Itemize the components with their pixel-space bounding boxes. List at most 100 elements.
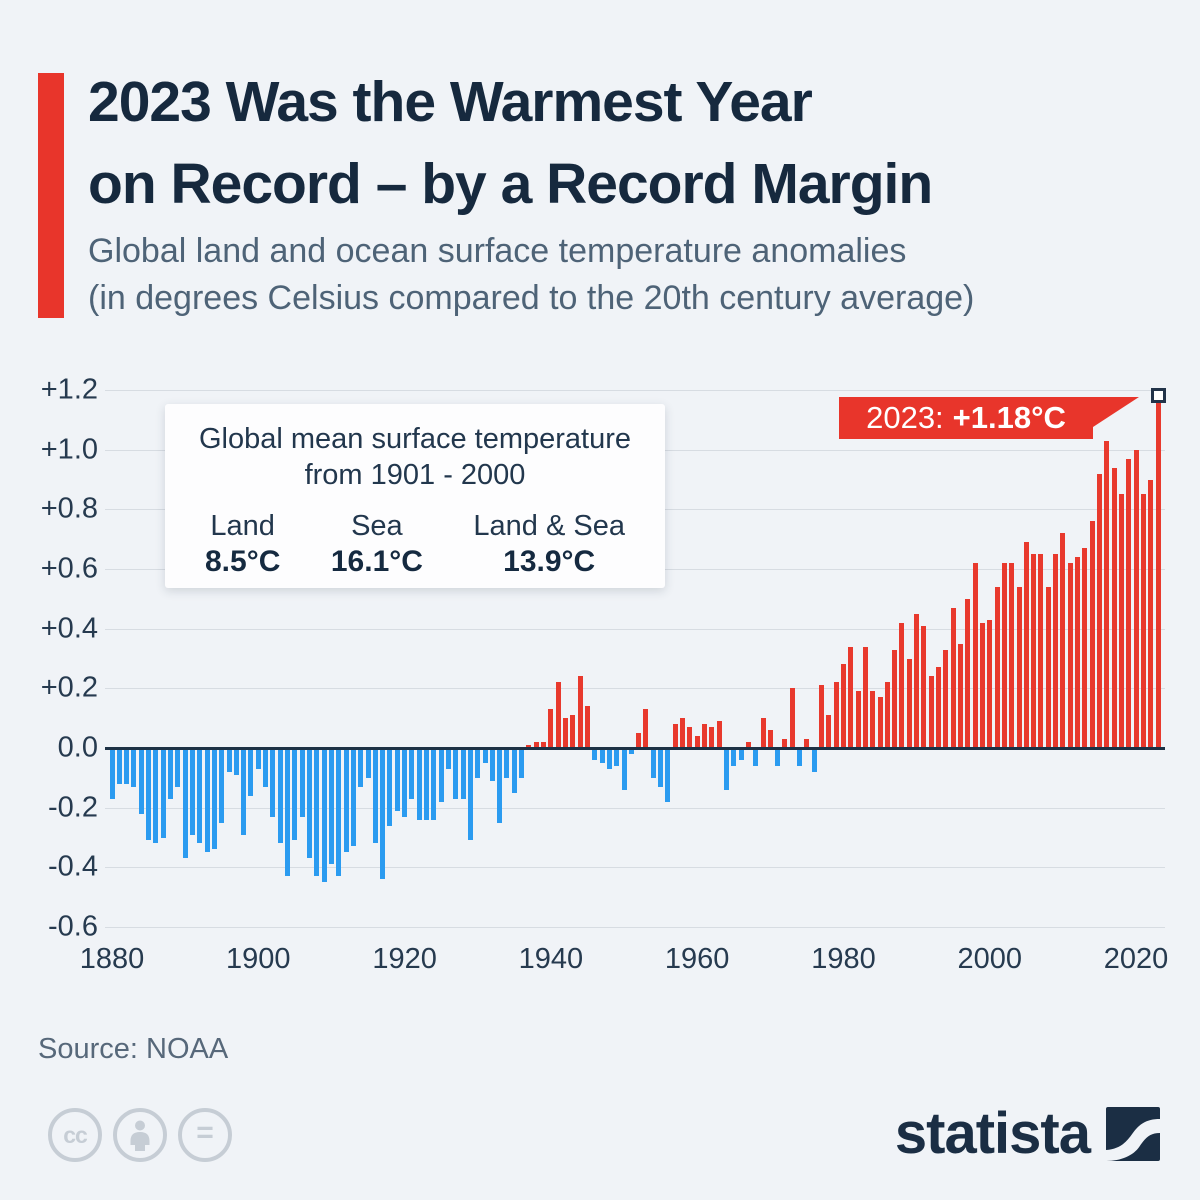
bar-1969 [760,718,766,748]
bar-1934 [504,748,510,778]
bar-1918 [387,748,393,826]
x-tick-label-2000: 2000 [957,943,1023,975]
bar-1907 [306,748,312,859]
bar-1915 [365,748,371,778]
info-box-stats: Land 8.5°C Sea 16.1°C Land & Sea 13.9°C [165,494,665,579]
bar-1914 [358,748,364,787]
bar-1948 [606,748,612,769]
page-title: 2023 Was the Warmest Year on Record – by … [88,62,1188,225]
y-tick-label-+1.2: +1.2 [40,373,98,406]
x-tick-label-2020: 2020 [1103,943,1169,975]
y-tick-label-0.0: 0.0 [57,731,98,764]
bar-1965 [731,748,737,766]
bar-1976 [811,748,817,772]
bar-1939 [541,742,547,748]
bar-1997 [965,598,971,748]
bar-1998 [972,563,978,748]
bar-1900 [255,748,261,769]
x-tick-label-1900: 1900 [226,943,291,975]
bar-1941 [555,682,561,748]
bar-2012 [1075,557,1081,748]
bar-1905 [292,748,298,841]
gridline--0.6 [105,927,1165,928]
bar-1908 [314,748,320,877]
callout-2023-label: 2023: +1.18°C [839,397,1093,439]
bar-1888 [168,748,174,799]
bar-1949 [614,748,620,766]
reference-info-box: Global mean surface temperature from 1901… [165,404,665,588]
bar-1937 [526,745,532,748]
bar-1921 [409,748,415,799]
brand-lockup: statista [895,1100,1160,1167]
bar-1978 [826,715,832,748]
bar-2007 [1038,554,1044,748]
gridline-+0.2 [105,688,1165,690]
y-tick-label--0.4: -0.4 [48,850,98,883]
bar-1901 [263,748,269,787]
bar-1981 [848,646,854,748]
bar-1911 [336,748,342,877]
bar-1984 [870,691,876,748]
bar-1944 [577,676,583,748]
bar-2008 [1045,586,1051,748]
bar-1938 [533,742,539,748]
bar-1935 [511,748,517,793]
bar-1909 [321,748,327,883]
bar-1966 [738,748,744,760]
y-tick-label-+0.8: +0.8 [40,492,98,525]
bar-1975 [804,739,810,748]
bar-1894 [211,748,217,850]
bar-1910 [328,748,334,865]
zero-axis-line [105,747,1165,750]
gridline--0.4 [105,867,1165,869]
gridline-+1.2 [105,390,1165,391]
bar-1979 [833,682,839,748]
bar-1881 [116,748,122,784]
bar-1970 [767,730,773,748]
bar-1919 [394,748,400,811]
title-line-1: 2023 Was the Warmest Year [88,70,813,134]
bar-1987 [892,649,898,748]
bar-2018 [1118,494,1124,748]
bar-1913 [350,748,356,847]
bar-2016 [1104,440,1110,748]
bar-2021 [1140,494,1146,748]
highlight-marker-2023 [1150,388,1166,404]
bar-2020 [1133,449,1139,748]
equals-icon: = [178,1108,232,1162]
x-tick-label-1940: 1940 [518,943,584,975]
bar-1923 [424,748,430,820]
bar-1882 [124,748,130,784]
bar-1880 [109,748,115,799]
y-tick-label-+0.4: +0.4 [40,612,98,645]
stat-land-and-sea: Land & Sea 13.9°C [473,509,625,578]
bar-2010 [1060,533,1066,748]
bar-1999 [979,622,985,748]
bar-1942 [563,718,568,748]
gridline--0.2 [105,807,1165,809]
bar-1893 [204,748,210,853]
bar-1884 [138,748,144,814]
bar-2022 [1148,479,1154,748]
bar-1899 [248,748,254,796]
bar-1916 [372,748,378,844]
bar-1957 [672,724,678,748]
x-tick-label-1960: 1960 [664,943,730,975]
bar-2013 [1082,548,1088,748]
chart-subtitle: Global land and ocean surface temperatur… [88,228,1178,322]
license-badges: cc = [48,1108,232,1162]
x-tick-label-1920: 1920 [372,943,437,975]
bar-1977 [819,685,825,748]
bar-1922 [416,748,422,820]
bar-1995 [950,607,956,748]
bar-2006 [1031,554,1037,748]
bar-1892 [197,748,203,844]
bar-1983 [862,646,868,748]
bar-2002 [1001,563,1007,748]
bar-2001 [994,586,1000,748]
bar-1973 [789,688,795,748]
bar-1985 [877,697,883,748]
bar-2019 [1126,458,1132,748]
bar-1992 [928,676,934,748]
